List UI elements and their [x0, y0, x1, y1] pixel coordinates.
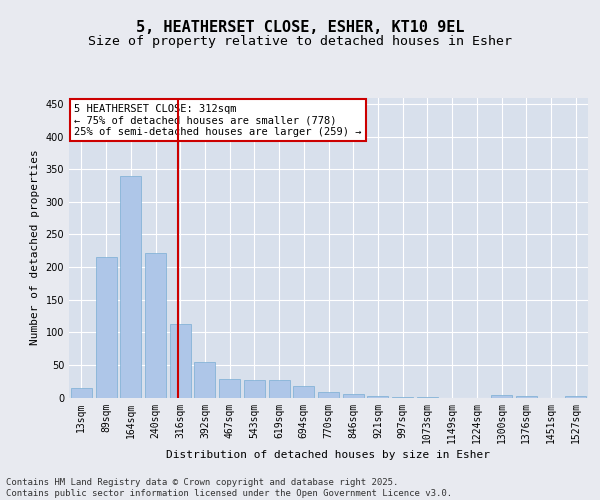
Bar: [145, 252, 166, 398]
Bar: [565, 396, 586, 398]
Text: 5, HEATHERSET CLOSE, ESHER, KT10 9EL: 5, HEATHERSET CLOSE, ESHER, KT10 9EL: [136, 20, 464, 35]
Bar: [244, 380, 265, 398]
Bar: [71, 388, 92, 398]
Bar: [219, 379, 240, 398]
Bar: [417, 397, 438, 398]
Text: Contains HM Land Registry data © Crown copyright and database right 2025.
Contai: Contains HM Land Registry data © Crown c…: [6, 478, 452, 498]
Text: Size of property relative to detached houses in Esher: Size of property relative to detached ho…: [88, 34, 512, 48]
Text: 5 HEATHERSET CLOSE: 312sqm
← 75% of detached houses are smaller (778)
25% of sem: 5 HEATHERSET CLOSE: 312sqm ← 75% of deta…: [74, 104, 362, 136]
Y-axis label: Number of detached properties: Number of detached properties: [30, 150, 40, 346]
Bar: [367, 396, 388, 398]
Bar: [194, 362, 215, 398]
Bar: [491, 395, 512, 398]
Bar: [318, 392, 339, 398]
Bar: [95, 256, 116, 398]
Bar: [343, 394, 364, 398]
Bar: [269, 380, 290, 398]
Bar: [293, 386, 314, 398]
Bar: [120, 176, 141, 398]
Bar: [516, 396, 537, 398]
X-axis label: Distribution of detached houses by size in Esher: Distribution of detached houses by size …: [167, 450, 491, 460]
Bar: [392, 397, 413, 398]
Bar: [170, 324, 191, 398]
